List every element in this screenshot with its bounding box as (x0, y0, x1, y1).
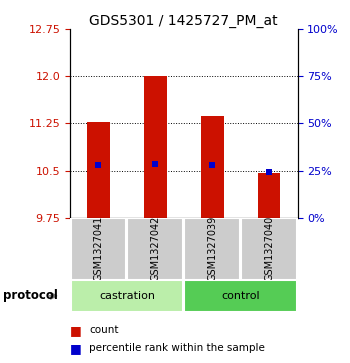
Bar (184, 218, 240, 280)
Bar (127, 218, 183, 280)
Bar (71, 218, 126, 280)
Text: GSM1327041: GSM1327041 (93, 216, 104, 281)
Text: protocol: protocol (4, 289, 58, 302)
Bar (71, 280, 183, 312)
Text: count: count (89, 325, 119, 335)
Text: percentile rank within the sample: percentile rank within the sample (89, 343, 265, 354)
Text: GSM1327039: GSM1327039 (207, 216, 217, 281)
Text: castration: castration (99, 291, 155, 301)
Bar (87, 122, 110, 218)
Title: GDS5301 / 1425727_PM_at: GDS5301 / 1425727_PM_at (90, 14, 278, 28)
Bar (184, 280, 297, 312)
Text: GSM1327042: GSM1327042 (150, 216, 160, 281)
Text: ■: ■ (70, 324, 82, 337)
Bar (144, 76, 167, 218)
Text: control: control (221, 291, 260, 301)
Bar (258, 173, 280, 218)
Bar (201, 116, 224, 218)
Text: GSM1327040: GSM1327040 (264, 216, 274, 281)
Text: ■: ■ (70, 342, 82, 355)
Bar (241, 218, 297, 280)
